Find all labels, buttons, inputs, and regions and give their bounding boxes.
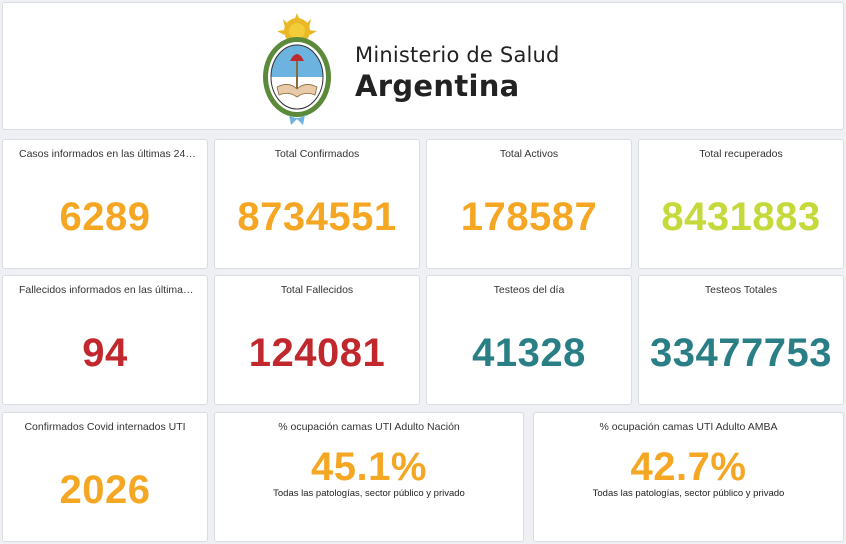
kpi-title: Testeos del día: [493, 284, 565, 296]
ministry-name: Ministerio de Salud: [355, 43, 560, 67]
kpi-title: Total recuperados: [699, 148, 783, 160]
kpi-card-total-recuperados: Total recuperados 8431883: [638, 139, 844, 269]
kpi-value: 6289: [59, 195, 151, 239]
kpi-card-ocupacion-nacion: % ocupación camas UTI Adulto Nación 45.1…: [214, 412, 524, 542]
kpi-card-total-activos: Total Activos 178587: [426, 139, 632, 269]
kpi-value: 8431883: [661, 195, 821, 239]
argentina-coat-of-arms-icon: [263, 13, 331, 125]
kpi-title: Total Activos: [499, 148, 559, 160]
kpi-value: 42.7%: [630, 445, 747, 489]
kpi-value: 8734551: [237, 195, 397, 239]
kpi-card-internados-uti: Confirmados Covid internados UTI 2026: [2, 412, 208, 542]
kpi-title: Total Confirmados: [274, 148, 360, 160]
header-banner: Ministerio de Salud Argentina: [2, 2, 844, 130]
kpi-card-fallecidos-24h: Fallecidos informados en las últimas 24 …: [2, 275, 208, 405]
kpi-title: Confirmados Covid internados UTI: [24, 421, 186, 433]
kpi-value: 33477753: [650, 331, 832, 375]
country-name: Argentina: [355, 69, 520, 103]
kpi-card-casos-24h: Casos informados en las últimas 24 horas…: [2, 139, 208, 269]
kpi-card-ocupacion-amba: % ocupación camas UTI Adulto AMBA 42.7% …: [533, 412, 844, 542]
kpi-value: 2026: [59, 468, 151, 512]
kpi-title: Casos informados en las últimas 24 horas: [19, 148, 207, 160]
kpi-title: % ocupación camas UTI Adulto AMBA: [599, 421, 778, 433]
kpi-title: Testeos Totales: [704, 284, 778, 296]
kpi-value: 178587: [460, 195, 598, 239]
kpi-card-testeos-dia: Testeos del día 41328: [426, 275, 632, 405]
kpi-value: 45.1%: [311, 445, 427, 489]
kpi-subtitle: Todas las patologías, sector público y p…: [273, 488, 465, 499]
kpi-value: 41328: [472, 331, 586, 375]
kpi-value: 94: [82, 331, 128, 375]
kpi-value: 124081: [248, 331, 386, 375]
kpi-card-total-confirmados: Total Confirmados 8734551: [214, 139, 420, 269]
kpi-title: Total Fallecidos: [280, 284, 354, 296]
kpi-card-testeos-totales: Testeos Totales 33477753: [638, 275, 844, 405]
kpi-subtitle: Todas las patologías, sector público y p…: [592, 488, 785, 499]
kpi-title: % ocupación camas UTI Adulto Nación: [278, 421, 460, 433]
kpi-title: Fallecidos informados en las últimas 24 …: [19, 284, 207, 296]
kpi-card-total-fallecidos: Total Fallecidos 124081: [214, 275, 420, 405]
